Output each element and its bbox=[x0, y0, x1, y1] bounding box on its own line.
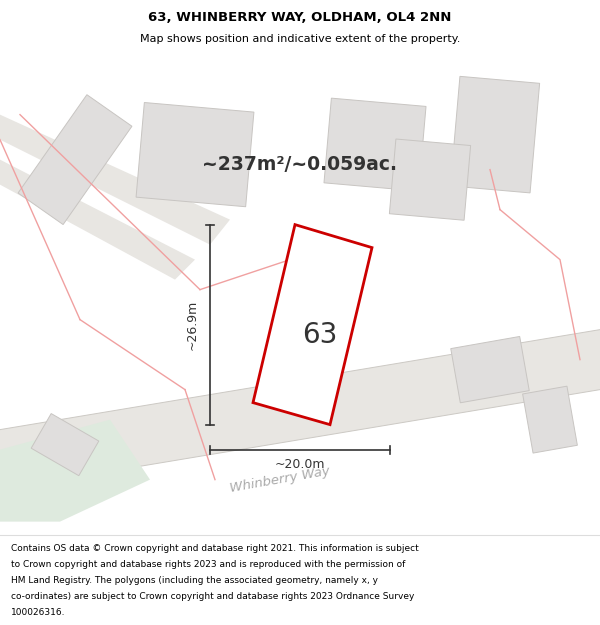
Polygon shape bbox=[324, 98, 426, 191]
Text: 100026316.: 100026316. bbox=[11, 608, 65, 618]
Text: ~237m²/~0.059ac.: ~237m²/~0.059ac. bbox=[203, 155, 398, 174]
Text: 63: 63 bbox=[302, 321, 338, 349]
Polygon shape bbox=[0, 419, 150, 522]
Polygon shape bbox=[31, 414, 99, 476]
Text: Map shows position and indicative extent of the property.: Map shows position and indicative extent… bbox=[140, 34, 460, 44]
Polygon shape bbox=[451, 76, 539, 193]
Polygon shape bbox=[0, 159, 195, 279]
Text: ~20.0m: ~20.0m bbox=[275, 458, 325, 471]
Polygon shape bbox=[523, 386, 577, 453]
Text: to Crown copyright and database rights 2023 and is reproduced with the permissio: to Crown copyright and database rights 2… bbox=[11, 560, 405, 569]
Polygon shape bbox=[18, 95, 132, 224]
Polygon shape bbox=[0, 114, 230, 244]
Polygon shape bbox=[136, 102, 254, 207]
Polygon shape bbox=[389, 139, 470, 220]
Polygon shape bbox=[451, 336, 529, 402]
Polygon shape bbox=[0, 329, 600, 489]
Text: Contains OS data © Crown copyright and database right 2021. This information is : Contains OS data © Crown copyright and d… bbox=[11, 544, 419, 552]
Text: 63, WHINBERRY WAY, OLDHAM, OL4 2NN: 63, WHINBERRY WAY, OLDHAM, OL4 2NN bbox=[148, 11, 452, 24]
Text: HM Land Registry. The polygons (including the associated geometry, namely x, y: HM Land Registry. The polygons (includin… bbox=[11, 576, 378, 585]
Text: ~26.9m: ~26.9m bbox=[185, 299, 199, 350]
Polygon shape bbox=[253, 224, 372, 424]
Text: Whinberry Way: Whinberry Way bbox=[229, 464, 331, 495]
Text: co-ordinates) are subject to Crown copyright and database rights 2023 Ordnance S: co-ordinates) are subject to Crown copyr… bbox=[11, 592, 414, 601]
